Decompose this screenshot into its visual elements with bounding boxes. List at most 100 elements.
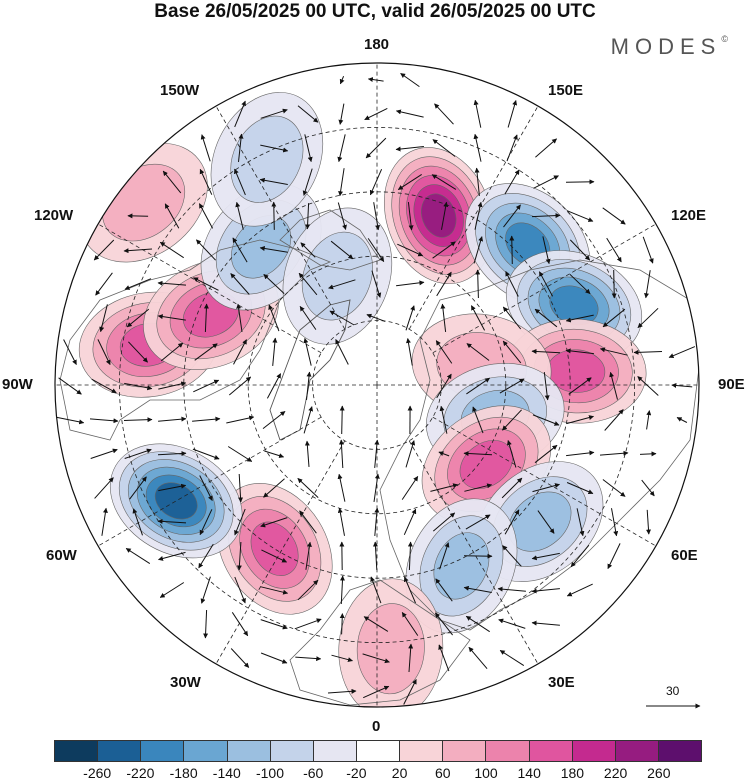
wind-arrow-icon: [193, 277, 219, 291]
wind-arrow-icon: [302, 168, 313, 196]
wind-arrow-icon: [473, 133, 482, 162]
wind-arrow-icon: [232, 237, 248, 263]
wind-arrow-icon: [230, 273, 250, 295]
wind-arrow-icon: [502, 545, 522, 567]
wind-arrow-icon: [568, 377, 592, 395]
wind-arrow-icon: [432, 139, 456, 157]
map-border: [54, 62, 700, 708]
wind-arrow-icon: [370, 576, 382, 604]
wind-arrow-icon: [432, 241, 456, 259]
wind-arrow-icon: [534, 444, 558, 464]
colorbar-swatch-4: [227, 741, 271, 761]
wind-arrow-icon: [436, 373, 452, 399]
wind-arrow-icon: [124, 448, 152, 459]
wind-arrow-icon: [438, 451, 450, 457]
colorbar-swatch-2: [141, 741, 185, 761]
wind-arrow-icon: [367, 238, 385, 263]
wind-arrow-icon: [506, 134, 518, 162]
wind-arrow-icon: [639, 451, 657, 457]
wind-arrow-icon: [430, 483, 459, 492]
wind-arrow-icon: [234, 168, 246, 196]
wind-arrow-icon: [396, 280, 425, 287]
colorbar-swatch-14: [658, 741, 702, 761]
colorbar-swatch-8: [400, 741, 444, 761]
wind-arrow-icon: [609, 371, 618, 400]
wind-arrow-icon: [297, 579, 319, 601]
wind-arrow-icon: [569, 239, 591, 261]
wind-arrow-icon: [668, 346, 696, 358]
anomaly-contour-17-1: [356, 603, 425, 695]
wind-arrow-icon: [436, 271, 452, 297]
meridian-150: [408, 105, 539, 330]
wind-arrow-icon: [159, 241, 184, 259]
wind-arrow-icon: [129, 476, 147, 500]
wind-arrow-icon: [158, 381, 187, 390]
wind-arrow-icon: [297, 105, 319, 123]
wind-arrow-icon: [373, 473, 380, 502]
wind-arrow-icon: [94, 477, 114, 499]
wind-arrow-icon: [158, 551, 186, 561]
wind-arrow-icon: [238, 133, 244, 162]
wind-arrow-icon: [472, 406, 484, 434]
colorbar: [54, 740, 702, 762]
latitude-circle-3: [118, 126, 636, 644]
wind-arrow-icon: [97, 339, 111, 366]
wind-arrow-icon: [362, 653, 390, 664]
wind-arrow-icon: [602, 479, 626, 497]
lon-label-60w: 60W: [46, 547, 77, 564]
colorbar-tick-label: 60: [435, 765, 451, 781]
wind-arrow-icon: [339, 405, 345, 435]
wind-arrow-icon: [337, 473, 346, 502]
wind-arrow-icon: [299, 305, 317, 330]
wind-arrow-icon: [569, 273, 591, 295]
wind-arrow-icon: [374, 507, 380, 536]
wind-arrow-icon: [335, 339, 349, 365]
wind-arrow-icon: [200, 134, 211, 162]
wind-arrow-icon: [531, 588, 560, 594]
wind-arrow-icon: [238, 473, 244, 503]
wind-arrow-icon: [339, 613, 345, 635]
wind-arrow-icon: [646, 410, 652, 430]
wind-arrow-icon: [271, 201, 277, 230]
wind-arrow-icon: [405, 305, 415, 331]
wind-arrow-icon: [506, 440, 517, 468]
wind-arrow-icon: [501, 477, 523, 499]
wind-arrow-icon: [474, 167, 480, 196]
wind-arrow-icon: [339, 575, 345, 605]
brand-logo: MODES©: [611, 34, 728, 60]
wind-arrow-icon: [199, 168, 213, 195]
wind-arrow-icon: [203, 609, 209, 639]
wind-arrow-icon: [401, 475, 419, 500]
wind-arrow-icon: [95, 272, 113, 296]
wind-arrow-icon: [374, 439, 380, 468]
wind-arrow-icon: [56, 416, 85, 425]
wind-arrow-icon: [405, 440, 416, 468]
wind-arrow-icon: [432, 512, 456, 532]
map-title: Base 26/05/2025 00 UTC, valid 26/05/2025…: [154, 1, 596, 22]
wind-arrow-icon: [497, 586, 526, 592]
wind-arrow-icon: [509, 235, 515, 265]
wind-arrow-icon: [193, 379, 220, 393]
wind-arrow-icon: [397, 243, 424, 257]
wind-arrow-icon: [338, 439, 344, 469]
wind-arrow-icon: [261, 549, 288, 563]
colorbar-swatch-11: [529, 741, 573, 761]
wind-arrow-icon: [298, 272, 318, 296]
wind-arrow-icon: [199, 475, 213, 501]
europe-land: [289, 579, 471, 706]
wind-arrow-icon: [230, 648, 250, 668]
lon-label-120e: 120E: [671, 207, 707, 224]
wind-arrow-icon: [234, 576, 246, 604]
wind-arrow-icon: [533, 175, 559, 189]
wind-arrow-icon: [566, 210, 594, 222]
wind-arrow-icon: [463, 451, 493, 457]
wind-arrow-icon: [504, 169, 520, 195]
wind-arrow-icon: [434, 103, 454, 125]
wind-arrow-icon: [646, 509, 651, 535]
lon-label-90w: 90W: [2, 376, 33, 393]
colorbar-swatch-9: [443, 741, 487, 761]
colorbar-swatch-12: [572, 741, 616, 761]
wind-arrow-icon: [272, 337, 278, 366]
wind-arrow-icon: [259, 246, 288, 253]
